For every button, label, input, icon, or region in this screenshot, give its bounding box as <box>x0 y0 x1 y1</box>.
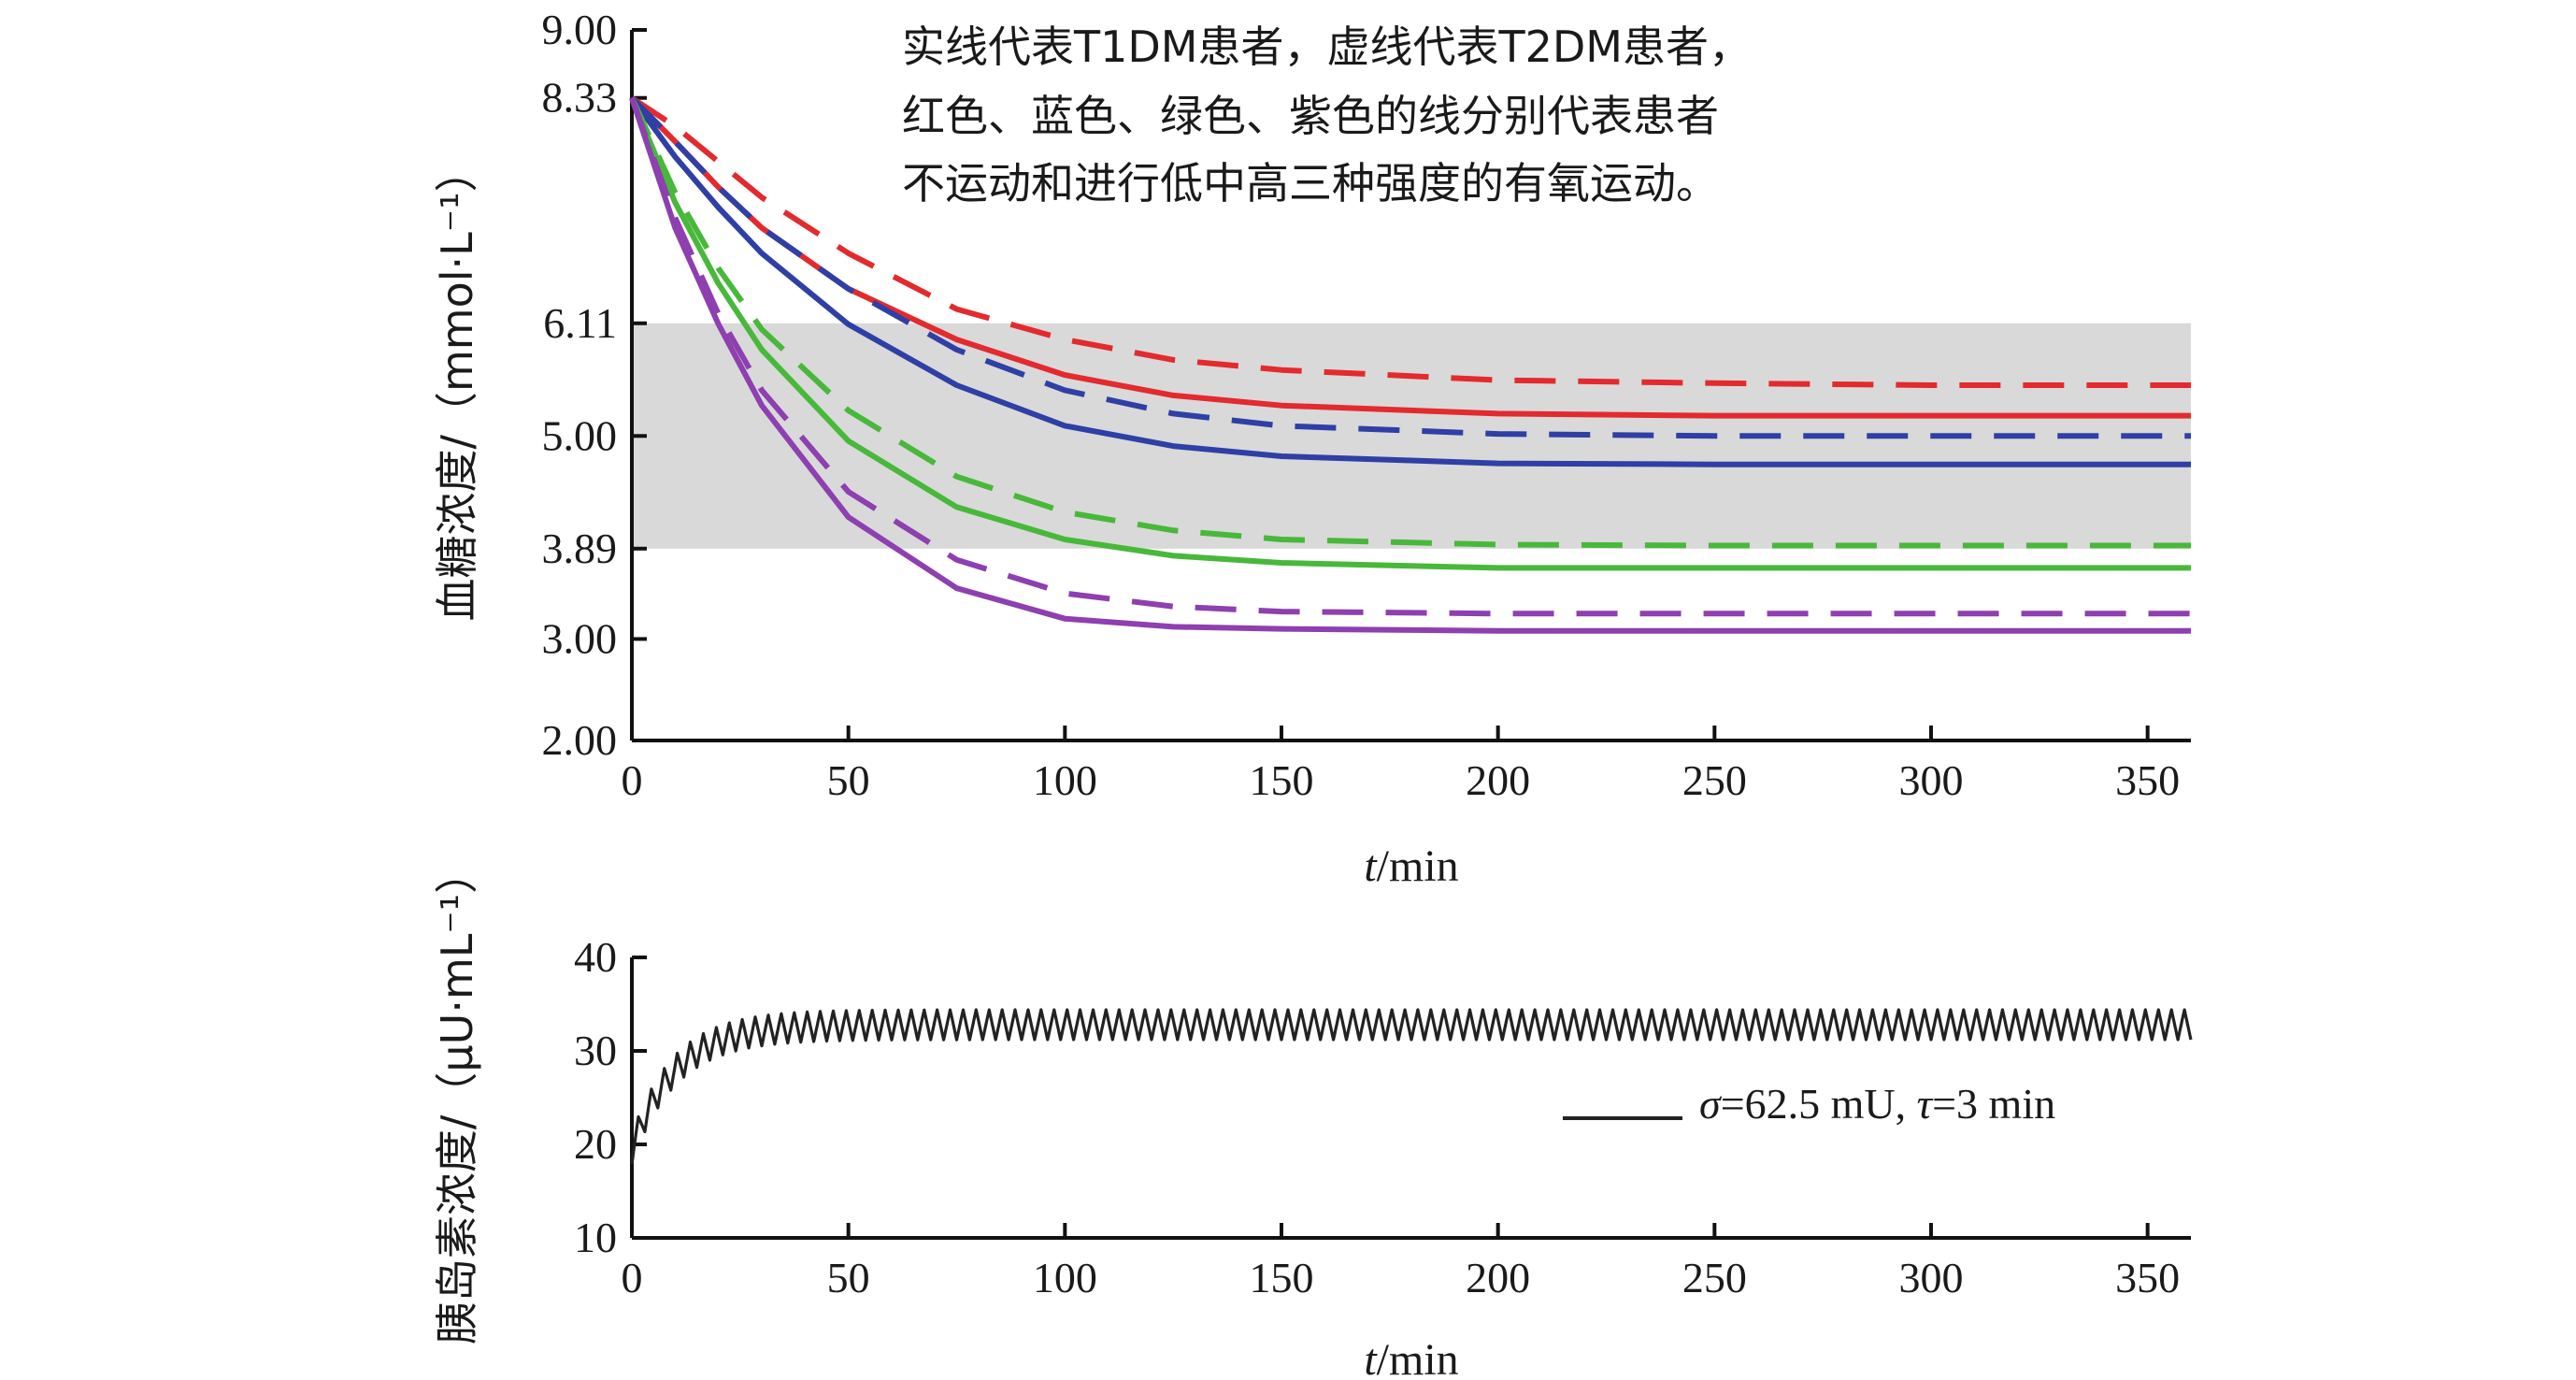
annotation-line-3: 不运动和进行低中高三种强度的有氧运动。 <box>902 158 1719 208</box>
legend-tau: τ <box>1916 1080 1933 1128</box>
x-axis-title: t/min <box>1364 1335 1458 1380</box>
glucose-series-8-dashed <box>629 96 2191 617</box>
y-tick-label: 8.33 <box>542 74 618 122</box>
x-tick-label: 100 <box>1033 756 1097 804</box>
x-tick-label: 50 <box>827 1254 870 1301</box>
x-tick-label: 0 <box>622 756 643 804</box>
annotation-line-2: 红色、蓝色、绿色、紫色的线分别代表患者 <box>902 91 1719 141</box>
y-tick-label: 20 <box>574 1120 617 1168</box>
x-axis-title-variable: t <box>1364 1335 1378 1380</box>
x-axis-title: t/min <box>1364 841 1458 891</box>
x-tick-label: 350 <box>2115 1254 2180 1301</box>
y-tick-label: 3.89 <box>542 525 618 572</box>
insulin-series <box>630 1008 2193 1165</box>
y-tick-label: 2.00 <box>542 716 618 764</box>
glucose-series-2-dashed <box>630 95 2191 388</box>
glucose-chart: 0 50 100 150 200 250 300 350 2.00 3.00 3.89 5.00 6.1… <box>432 6 2191 891</box>
x-axis-title-variable: t <box>1364 841 1378 891</box>
y-tick-label: 40 <box>574 933 617 981</box>
x-tick-label: 100 <box>1033 1254 1097 1301</box>
legend-sigma-value: =62.5 mU, <box>1720 1080 1917 1128</box>
legend-sigma: σ <box>1699 1080 1721 1128</box>
glucose-series-1-solid <box>629 95 2191 419</box>
x-tick-label: 0 <box>622 1254 643 1301</box>
annotation-line-1: 实线代表T1DM患者，虚线代表T2DM患者， <box>902 22 1752 72</box>
y-tick-label: 9.00 <box>542 6 618 53</box>
glucose-series-3-solid <box>629 95 2191 467</box>
x-tick-label: 50 <box>827 756 870 804</box>
x-tick-label: 250 <box>1682 1254 1747 1301</box>
y-tick-label: 10 <box>574 1214 617 1261</box>
y-tick-label: 5.00 <box>542 411 618 459</box>
x-axis-title-unit: /min <box>1377 1335 1459 1380</box>
x-tick-label: 250 <box>1682 756 1747 804</box>
glucose-series-5-solid <box>629 96 2191 571</box>
glucose-series-7-solid <box>629 96 2191 634</box>
x-tick-label: 300 <box>1899 756 1964 804</box>
y-tick-label: 3.00 <box>542 614 618 662</box>
y-tick-label: 6.11 <box>543 299 617 347</box>
legend-label: σ=62.5 mU, τ=3 min <box>1699 1079 2055 1128</box>
y-tick-label: 30 <box>574 1027 617 1074</box>
x-axis-title-unit: /min <box>1377 841 1459 891</box>
legend-tau-value: =3 min <box>1932 1080 2056 1128</box>
y-axis-title: 血糖浓度/（mmol·L⁻¹） <box>432 149 482 621</box>
x-tick-label: 200 <box>1466 756 1530 804</box>
glucose-series-4-dashed <box>629 95 2191 439</box>
x-tick-label: 350 <box>2115 756 2180 804</box>
y-axis-title: 胰岛素浓度/（μU·mL⁻¹） <box>432 851 482 1344</box>
x-tick-label: 300 <box>1899 1254 1964 1301</box>
x-tick-label: 150 <box>1250 756 1314 804</box>
insulin-chart: 0 50 100 150 200 250 300 350 10 20 30 40 t/min 胰岛素浓度/… <box>432 851 2193 1380</box>
x-tick-label: 150 <box>1250 1254 1314 1301</box>
x-tick-label: 200 <box>1466 1254 1530 1301</box>
glucose-series-6-dashed <box>629 96 2191 549</box>
